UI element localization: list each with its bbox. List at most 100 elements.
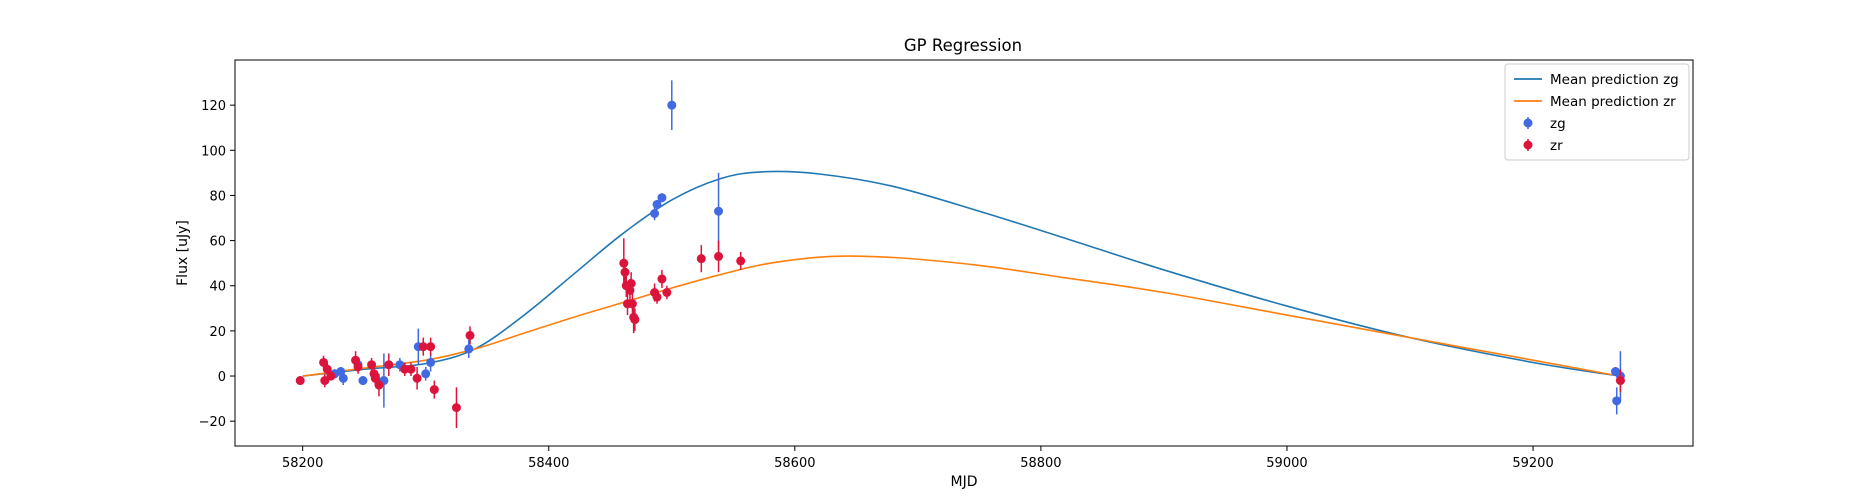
data-point-zg xyxy=(421,366,431,381)
point-marker xyxy=(320,376,330,386)
data-point-zr xyxy=(326,371,336,381)
point-marker xyxy=(667,100,677,110)
point-marker xyxy=(426,357,436,367)
data-point-zr xyxy=(626,272,636,295)
data-point-zr xyxy=(652,290,662,304)
y-tick-label: 40 xyxy=(209,280,226,295)
data-point-zr xyxy=(406,362,416,377)
point-marker xyxy=(714,251,724,261)
point-marker xyxy=(384,360,394,370)
y-tick-label: 60 xyxy=(209,235,226,250)
data-point-zr xyxy=(451,387,461,428)
point-marker xyxy=(627,299,637,309)
point-marker xyxy=(619,258,629,268)
legend-box xyxy=(1504,63,1690,161)
y-tick-label: 120 xyxy=(201,99,226,114)
data-point-zr xyxy=(736,251,746,270)
point-marker xyxy=(736,256,746,266)
point-marker xyxy=(322,364,332,374)
data-points xyxy=(295,80,1625,428)
legend-label: zr xyxy=(1550,138,1563,154)
x-tick-label: 58400 xyxy=(528,456,569,471)
legend-item: Mean prediction zg xyxy=(1514,72,1679,88)
point-marker xyxy=(657,193,667,203)
point-marker xyxy=(650,208,660,218)
x-tick-label: 58800 xyxy=(1020,456,1061,471)
y-axis: −20 0 20 40 60 80 100 120 xyxy=(199,99,235,430)
data-point-zg xyxy=(657,193,667,203)
point-marker xyxy=(406,364,416,374)
data-point-zg xyxy=(358,376,368,386)
data-point-zr xyxy=(353,360,363,374)
legend-marker-swatch xyxy=(1523,118,1533,128)
point-marker xyxy=(630,315,640,325)
data-point-zg xyxy=(714,172,724,250)
point-marker xyxy=(326,371,336,381)
point-marker xyxy=(374,380,384,390)
legend-item: Mean prediction zr xyxy=(1514,94,1676,110)
data-point-zr xyxy=(374,373,384,397)
data-point-zg xyxy=(426,353,436,372)
data-point-zr xyxy=(429,380,439,399)
point-marker xyxy=(418,342,428,352)
point-marker xyxy=(412,373,422,383)
point-marker xyxy=(367,360,377,370)
data-point-zr xyxy=(295,376,305,386)
data-point-zr xyxy=(630,308,640,331)
data-point-zr xyxy=(627,292,637,316)
point-marker xyxy=(358,376,368,386)
mean-prediction-line-1 xyxy=(302,255,1620,377)
data-point-zr xyxy=(696,245,706,273)
x-axis-label: MJD xyxy=(951,474,978,490)
point-marker xyxy=(714,206,724,216)
point-marker xyxy=(465,330,475,340)
legend-item: zr xyxy=(1523,138,1563,154)
data-point-zr xyxy=(1615,369,1625,392)
point-marker xyxy=(400,364,410,374)
x-tick-label: 59200 xyxy=(1512,456,1553,471)
point-marker xyxy=(626,278,636,288)
data-point-zr xyxy=(412,366,422,390)
data-point-zg xyxy=(652,199,662,209)
data-point-zr xyxy=(465,326,475,345)
point-marker xyxy=(696,254,706,264)
point-marker xyxy=(451,403,461,413)
point-marker xyxy=(338,373,348,383)
legend: Mean prediction zg Mean prediction zr zg zr xyxy=(1504,63,1690,161)
x-tick-label: 58600 xyxy=(774,456,815,471)
y-tick-label: 80 xyxy=(209,189,226,204)
chart-title: GP Regression xyxy=(904,36,1022,55)
mean-prediction-line-0 xyxy=(302,170,1620,377)
point-marker xyxy=(295,376,305,386)
data-point-zr xyxy=(367,357,377,372)
plot-area xyxy=(234,59,1694,447)
data-point-zg xyxy=(338,371,348,386)
y-tick-label: 100 xyxy=(201,144,226,159)
y-axis-label: Flux [uJy] xyxy=(175,220,191,286)
legend-label: Mean prediction zr xyxy=(1550,94,1676,110)
x-axis: 58200 58400 58600 58800 59000 59200 xyxy=(282,446,1554,471)
point-marker xyxy=(421,369,431,379)
data-point-zg xyxy=(464,339,474,358)
data-point-zr xyxy=(320,373,330,388)
legend-item: zg xyxy=(1523,116,1566,132)
point-marker xyxy=(625,285,635,295)
point-marker xyxy=(429,385,439,395)
point-marker xyxy=(319,357,329,367)
legend-label: zg xyxy=(1550,116,1566,132)
point-marker xyxy=(620,267,630,277)
y-tick-label: 0 xyxy=(218,370,226,385)
prediction-curves xyxy=(302,170,1620,377)
point-marker xyxy=(1612,396,1622,406)
data-point-zr xyxy=(714,240,724,273)
point-marker xyxy=(652,199,662,209)
point-marker xyxy=(1615,376,1625,386)
data-point-zr xyxy=(400,362,410,377)
point-marker xyxy=(353,362,363,372)
data-point-zr xyxy=(426,337,436,356)
data-point-zr xyxy=(619,238,629,288)
data-point-zg xyxy=(650,206,660,221)
point-marker xyxy=(426,342,436,352)
legend-marker-swatch xyxy=(1523,140,1533,150)
